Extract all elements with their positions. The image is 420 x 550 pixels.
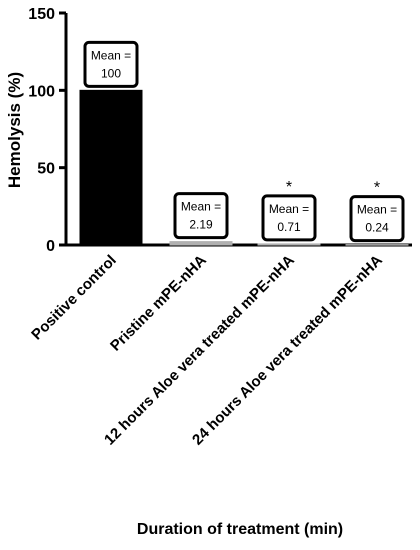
annotation-box	[173, 192, 229, 240]
bar	[169, 241, 233, 246]
x-tick-label: 12 hours Aloe vera treated mPE-nHA	[101, 252, 298, 449]
value-label: 100	[101, 66, 121, 80]
annotation-box	[261, 194, 317, 242]
y-tick-label: 150	[28, 6, 55, 23]
annotation-prefix: Mean =	[269, 202, 309, 216]
annotation-box	[83, 40, 139, 88]
x-tick-label: Pristine mPE-nHA	[107, 252, 210, 355]
x-tick-label: Positive control	[28, 252, 120, 344]
y-tick-label: 50	[37, 161, 55, 178]
y-tick-label: 100	[28, 83, 55, 100]
y-tick-label: 0	[46, 238, 55, 255]
x-axis-title: Duration of treatment (min)	[137, 521, 343, 538]
annotation-prefix: Mean =	[181, 200, 221, 214]
bar	[345, 244, 409, 246]
annotation-prefix: Mean =	[91, 48, 131, 62]
x-tick-label: 24 hours Aloe vera treated mPE-nHA	[189, 252, 386, 449]
value-label: 2.19	[189, 218, 213, 232]
value-label: 0.71	[277, 220, 301, 234]
bar	[257, 243, 321, 246]
annotation-prefix: Mean =	[357, 203, 397, 217]
significance-mark: *	[286, 179, 292, 196]
bar	[79, 89, 143, 246]
y-axis-title: Hemolysis (%)	[5, 72, 24, 188]
annotation-box	[349, 195, 405, 243]
value-label: 0.24	[365, 221, 389, 235]
significance-mark: *	[374, 180, 380, 197]
